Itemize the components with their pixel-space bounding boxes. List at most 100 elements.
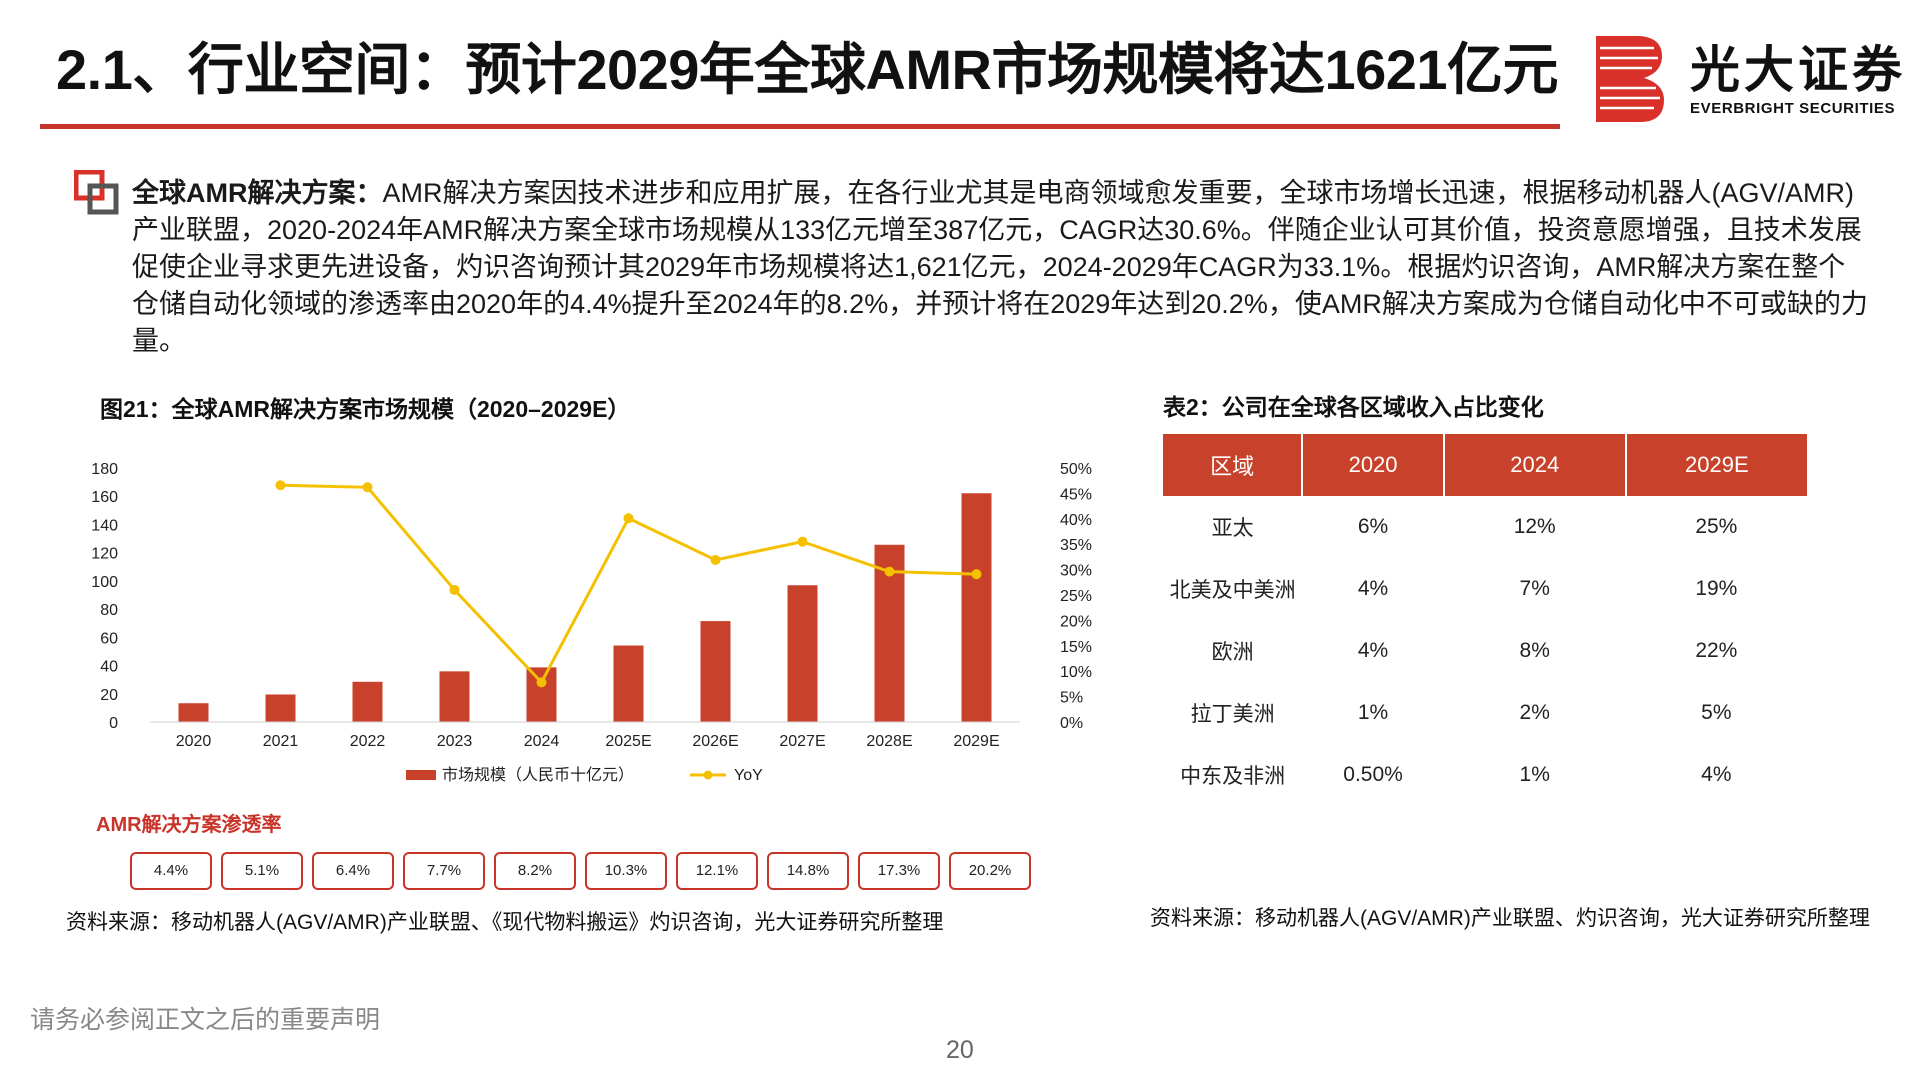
penetration-badge: 6.4% <box>312 852 394 890</box>
table-cell: 8% <box>1519 639 1550 662</box>
penetration-title: AMR解决方案渗透率 <box>96 814 282 836</box>
page-number: 20 <box>946 1036 974 1064</box>
bar-2022 <box>352 681 383 722</box>
bar-2029E <box>961 493 992 722</box>
region-revenue-table: 区域 2020 2024 2029E 亚太 6% 12% 25% 北美及中美洲 … <box>1163 434 1807 806</box>
left-tick-label: 60 <box>100 630 118 647</box>
right-tick-label: 30% <box>1060 563 1092 580</box>
penetration-badge: 5.1% <box>221 852 303 890</box>
left-tick-label: 100 <box>91 574 118 591</box>
table-cell: 拉丁美洲 <box>1190 703 1275 726</box>
penetration-badge: 14.8% <box>767 852 849 890</box>
penetration-badge: 20.2% <box>949 852 1031 890</box>
chart-title: 图21：全球AMR解决方案市场规模（2020–2029E） <box>100 396 631 422</box>
page-title: 2.1、行业空间：预计2029年全球AMR市场规模将达1621亿元 <box>56 38 1559 101</box>
left-tick-label: 180 <box>91 461 118 478</box>
bar-2026E <box>700 621 731 722</box>
table-header-cell: 2029E <box>1625 434 1807 496</box>
bar-2024 <box>526 667 557 722</box>
table-cell: 4% <box>1701 763 1732 786</box>
table-cell: 6% <box>1357 515 1389 538</box>
table-cell: 2% <box>1519 701 1550 724</box>
table-row: 拉丁美洲 1% 2% 5% <box>1163 682 1807 744</box>
disclaimer: 请务必参阅正文之后的重要声明 <box>30 1006 381 1034</box>
table-header-cell: 2020 <box>1302 434 1445 496</box>
chart-legend: 市场规模（人民币十亿元） YoY <box>406 766 763 784</box>
yoy-point <box>884 566 895 577</box>
table-cell: 4% <box>1357 577 1389 600</box>
x-tick-label: 2023 <box>437 733 473 750</box>
bullet-squares-icon <box>74 170 119 215</box>
yoy-point <box>536 677 547 688</box>
left-axis: 0 20 40 60 80 100 120 140 160 180 <box>91 461 118 732</box>
yoy-point <box>797 536 808 547</box>
yoy-point <box>710 554 721 565</box>
table-cell: 22% <box>1695 639 1738 662</box>
table-cell: 亚太 <box>1211 517 1254 540</box>
right-tick-label: 20% <box>1060 613 1092 630</box>
table-header-cell: 2024 <box>1443 434 1627 496</box>
table-title: 表2：公司在全球各区域收入占比变化 <box>1163 394 1544 420</box>
right-tick-label: 50% <box>1060 461 1092 478</box>
x-tick-label: 2027E <box>779 733 825 750</box>
legend-bar-label: 市场规模（人民币十亿元） <box>442 766 634 784</box>
right-tick-label: 40% <box>1060 512 1092 529</box>
chart-source: 资料来源：移动机器人(AGV/AMR)产业联盟、《现代物料搬运》灼识咨询，光大证… <box>66 911 944 934</box>
bar-2025E <box>613 645 644 722</box>
yoy-point <box>275 480 286 491</box>
table-cell: 1% <box>1357 701 1389 724</box>
table-cell: 4% <box>1357 639 1389 662</box>
right-tick-label: 35% <box>1060 537 1092 554</box>
table-header-cell: 区域 <box>1163 434 1304 496</box>
table-header-row: 区域 2020 2024 2029E <box>1163 434 1807 496</box>
table-cell: 25% <box>1695 515 1738 538</box>
left-tick-label: 80 <box>100 602 118 619</box>
left-tick-label: 140 <box>91 517 118 534</box>
table-cell: 7% <box>1519 577 1550 600</box>
x-axis: 2020 2021 2022 2023 2024 2025E 2026E 2027E 2028E… <box>150 721 1020 750</box>
table-cell: 0.50% <box>1343 763 1403 786</box>
x-tick-label: 2024 <box>524 733 560 750</box>
legend-line-marker <box>703 770 713 780</box>
bar-2027E <box>787 585 818 722</box>
yoy-point <box>971 569 982 580</box>
penetration-badge: 12.1% <box>676 852 758 890</box>
table-row: 北美及中美洲 4% 7% 19% <box>1163 558 1807 620</box>
x-tick-label: 2022 <box>350 733 386 750</box>
summary-lead: 全球AMR解决方案： <box>132 178 383 208</box>
yoy-series <box>275 480 982 688</box>
title-divider <box>40 124 1560 129</box>
table-cell: 北美及中美洲 <box>1169 579 1296 602</box>
penetration-badge: 7.7% <box>403 852 485 890</box>
x-tick-label: 2020 <box>176 733 212 750</box>
x-tick-label: 2026E <box>692 733 738 750</box>
table-cell: 欧洲 <box>1211 641 1254 664</box>
everbright-logo-icon <box>1596 36 1664 122</box>
penetration-badge: 8.2% <box>494 852 576 890</box>
x-tick-label: 2025E <box>605 733 651 750</box>
x-tick-label: 2029E <box>953 733 999 750</box>
penetration-row: 4.4% 5.1% 6.4% 7.7% 8.2% 10.3% 12.1% 14.… <box>130 852 1050 890</box>
table-cell: 19% <box>1695 577 1738 600</box>
yoy-point <box>623 513 634 524</box>
x-tick-label: 2028E <box>866 733 912 750</box>
table-cell: 1% <box>1519 763 1550 786</box>
table-cell: 5% <box>1701 701 1732 724</box>
right-tick-label: 45% <box>1060 486 1092 503</box>
right-tick-label: 5% <box>1060 690 1083 707</box>
summary-paragraph: 全球AMR解决方案：AMR解决方案因技术进步和应用扩展，在各行业尤其是电商领域愈… <box>132 175 1872 360</box>
table-row: 欧洲 4% 8% 22% <box>1163 620 1807 682</box>
bar-2023 <box>439 671 470 722</box>
left-tick-label: 20 <box>100 687 118 704</box>
left-tick-label: 160 <box>91 489 118 506</box>
right-tick-label: 25% <box>1060 588 1092 605</box>
yoy-point <box>362 482 373 493</box>
right-tick-label: 10% <box>1060 664 1092 681</box>
logo-name-cn: 光大证券 <box>1690 42 1906 98</box>
left-tick-label: 0 <box>109 715 118 732</box>
table-row: 中东及非洲 0.50% 1% 4% <box>1163 744 1807 806</box>
bar-2021 <box>265 694 296 722</box>
table-row: 亚太 6% 12% 25% <box>1163 496 1807 558</box>
penetration-badge: 10.3% <box>585 852 667 890</box>
summary-body: AMR解决方案因技术进步和应用扩展，在各行业尤其是电商领域愈发重要，全球市场增长… <box>132 178 1868 356</box>
